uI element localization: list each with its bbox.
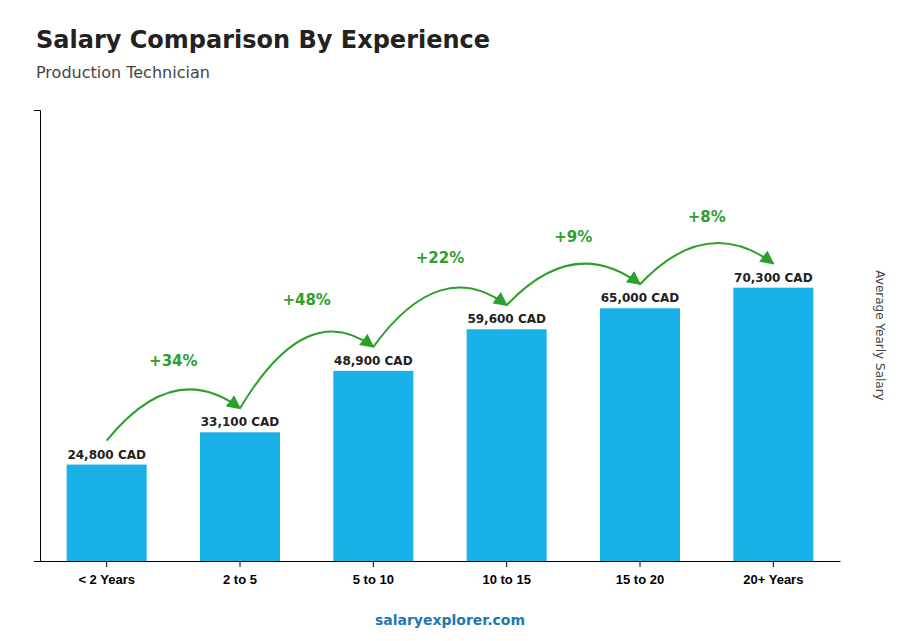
change-label: +22% xyxy=(416,249,464,267)
chart: Salary Comparison By Experience Productio… xyxy=(0,0,900,641)
bar xyxy=(733,288,813,561)
y-axis xyxy=(34,111,41,562)
x-axis-line xyxy=(41,561,841,562)
change-arrow xyxy=(507,264,640,306)
title: Salary Comparison By Experience xyxy=(36,26,490,54)
watermark: salaryexplorer.com xyxy=(375,612,525,628)
data-label: 48,900 CAD xyxy=(334,354,413,368)
change-label: +48% xyxy=(282,291,330,309)
x-tick: 2 to 5 xyxy=(223,561,257,587)
x-tick-mark xyxy=(640,561,641,567)
change-label: +9% xyxy=(554,228,592,246)
x-tick-label: 5 to 10 xyxy=(353,572,394,587)
plot: < 2 Years 2 to 5 5 to 10 10 to 15 15 to 20 20… xyxy=(34,111,841,588)
x-tick: < 2 Years xyxy=(78,561,135,587)
change-arrow xyxy=(640,243,773,284)
x-axis: < 2 Years 2 to 5 5 to 10 10 to 15 15 to 20 20… xyxy=(41,561,841,587)
change-arrow xyxy=(107,389,240,440)
x-tick: 10 to 15 xyxy=(482,561,530,587)
x-tick-mark xyxy=(506,561,507,567)
x-tick-mark xyxy=(773,561,774,567)
data-labels: 24,800 CAD 33,100 CAD 48,900 CAD 59,600 CAD… xyxy=(67,271,812,462)
x-tick-mark xyxy=(106,561,107,567)
bar xyxy=(200,432,280,561)
bars xyxy=(67,288,814,561)
subtitle: Production Technician xyxy=(36,63,210,82)
y-label: Average Yearly Salary xyxy=(873,270,887,400)
data-label: 24,800 CAD xyxy=(67,448,146,462)
bar xyxy=(600,308,680,561)
change-label: +8% xyxy=(688,208,726,226)
change-arrow xyxy=(240,331,373,408)
x-tick-label: 10 to 15 xyxy=(482,572,530,587)
x-tick-mark xyxy=(373,561,374,567)
bar xyxy=(333,371,413,561)
change-arrow xyxy=(373,288,506,347)
data-label: 70,300 CAD xyxy=(734,271,813,285)
x-tick: 5 to 10 xyxy=(353,561,394,587)
change-label: +34% xyxy=(149,352,197,370)
bar xyxy=(467,329,547,561)
x-tick-label: 2 to 5 xyxy=(223,572,257,587)
x-tick-label: 20+ Years xyxy=(743,572,803,587)
data-label: 59,600 CAD xyxy=(467,312,546,326)
data-label: 65,000 CAD xyxy=(601,291,680,305)
x-tick-label: 15 to 20 xyxy=(616,572,664,587)
changes: +34% +48% +22% +9% +8% xyxy=(107,208,774,441)
x-tick-label: < 2 Years xyxy=(78,572,135,587)
x-tick: 20+ Years xyxy=(743,561,803,587)
data-label: 33,100 CAD xyxy=(201,415,280,429)
y-axis-line xyxy=(34,111,41,562)
x-tick: 15 to 20 xyxy=(616,561,664,587)
x-tick-mark xyxy=(240,561,241,567)
bar xyxy=(67,465,147,561)
